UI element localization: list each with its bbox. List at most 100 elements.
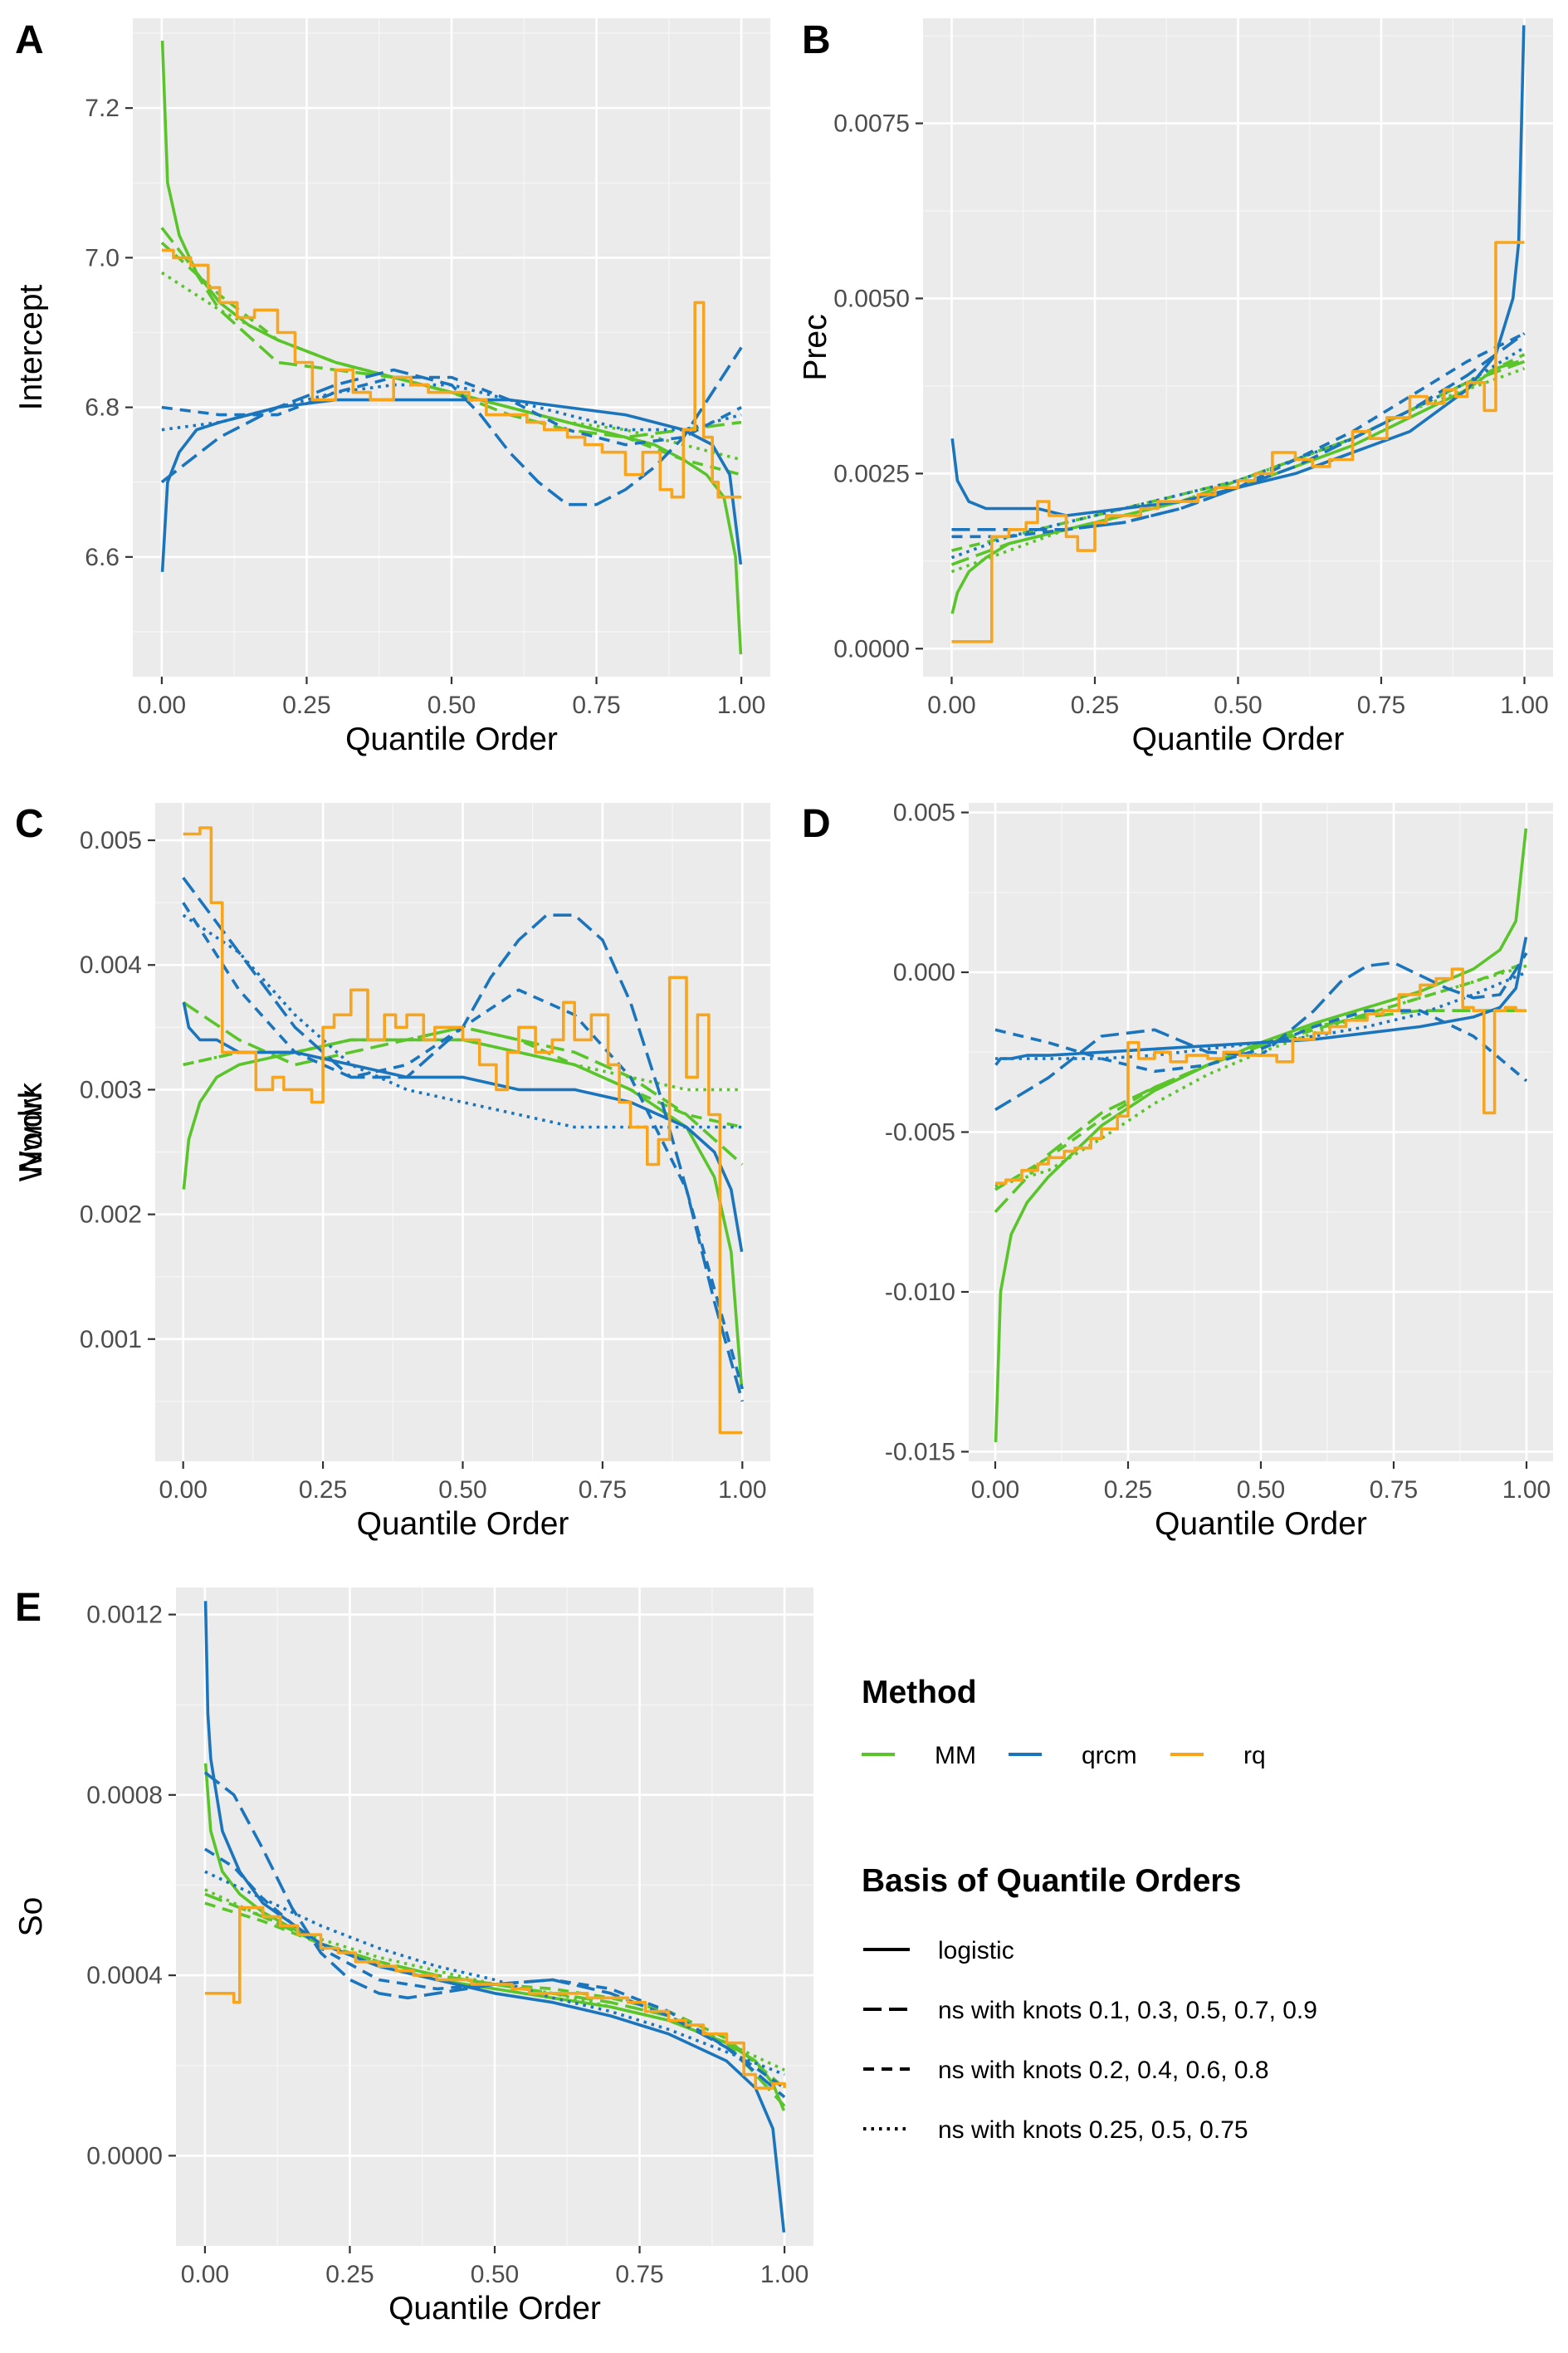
x-tick-label: 0.25 (325, 2261, 374, 2288)
x-tick-label: 0.25 (299, 1476, 347, 1504)
series-rq-step (951, 241, 1525, 643)
y-tick-label: 7.2 (85, 95, 120, 122)
series-group (994, 828, 1528, 1442)
x-tick-label: 0.00 (927, 692, 975, 719)
x-tick-label: 0.75 (615, 2261, 663, 2288)
series-qrcm-ns5 (160, 346, 743, 506)
legend-method-mm: MM (862, 1742, 976, 1769)
y-tick-label: 0.002 (80, 1201, 142, 1229)
y-tick-label: 0.003 (80, 1076, 142, 1103)
y-tick-label: 7.0 (85, 244, 120, 272)
series-qrcm-ns5 (994, 951, 1528, 1112)
legend-method-title: Method (862, 1675, 977, 1710)
legend-method-qrcm: qrcm (1009, 1742, 1137, 1769)
legend-basis-dashed: ns with knots 0.2, 0.4, 0.6, 0.8 (863, 2057, 1269, 2084)
y-tick-label: 0.0025 (833, 460, 910, 487)
x-tick-label: 0.75 (1357, 692, 1405, 719)
panel-tag: C (15, 802, 44, 846)
series-qrcm-ns5 (182, 877, 745, 1402)
panel-e: 0.00 0.25 0.50 0.75 1.00 0.0000 0.0004 0.0008 0.… (13, 1586, 813, 2326)
legend-basis-label: logistic (938, 1937, 1014, 1964)
y-axis-title: Intercept (13, 284, 49, 410)
x-tick-label: 0.50 (471, 2261, 519, 2288)
series-qrcm-logistic (182, 1001, 744, 1253)
series-rq-step (183, 826, 743, 1435)
x-tick-label: 1.00 (718, 1476, 766, 1504)
legend: Method MM qrcm rq Basis of Quantile Orders… (862, 1675, 1317, 2144)
x-tick-label: 0.00 (138, 692, 186, 719)
panel-d: 0.00 0.25 0.50 0.75 1.00 -0.015 -0.010 -0.005 0.… (13, 800, 1553, 1542)
x-tick-label: 0.50 (1214, 692, 1262, 719)
series-qrcm-ns3 (995, 971, 1527, 1060)
series-qrcm-ns4 (994, 1009, 1528, 1083)
x-tick-label: 0.00 (181, 2261, 229, 2288)
series-qrcm-ns5 (203, 1771, 786, 2099)
y-tick-label: 0.001 (80, 1326, 142, 1353)
panels: 0.00 0.25 0.50 0.75 1.00 6.6 6.8 7.0 7.2 Quantile… (13, 18, 1553, 2326)
series-qrcm-ns4 (161, 375, 742, 447)
legend-method-label: qrcm (1082, 1742, 1137, 1769)
y-axis-title: Nonw (13, 1090, 49, 1174)
x-axis-title: Quantile Order (1132, 722, 1345, 757)
y-tick-label: 0.005 (80, 827, 142, 854)
panel-b: 0.00 0.25 0.50 0.75 1.00 0.0000 0.0025 0.0050 0.… (798, 18, 1553, 757)
y-tick-label: 6.8 (85, 394, 120, 422)
y-tick-label: -0.005 (885, 1119, 955, 1147)
y-tick-label: -0.010 (885, 1279, 955, 1306)
x-axis-title: Quantile Order (388, 2291, 601, 2326)
x-tick-label: 1.00 (1502, 1476, 1551, 1504)
series-qrcm-ns3 (204, 1870, 785, 2077)
y-tick-label: 0.0000 (86, 2142, 163, 2170)
panel-a: 0.00 0.25 0.50 0.75 1.00 6.6 6.8 7.0 7.2 Quantile… (13, 18, 770, 757)
y-tick-label: 0.0004 (86, 1962, 163, 1989)
method-keys: MM qrcm rq (862, 1742, 1266, 1769)
series-qrcm-ns3 (161, 383, 742, 432)
y-axis-title: Wwdrk (13, 1082, 49, 1181)
y-tick-label: -0.015 (885, 1438, 955, 1465)
panel-tag: B (802, 18, 831, 62)
x-tick-label: 0.00 (159, 1476, 207, 1504)
y-tick-label: 6.6 (85, 544, 120, 571)
series-mm-ns5 (994, 1009, 1526, 1213)
x-tick-label: 1.00 (1500, 692, 1548, 719)
x-tick-label: 1.00 (760, 2261, 808, 2288)
legend-basis-dotted: ns with knots 0.25, 0.5, 0.75 (863, 2116, 1248, 2144)
x-axis-title: Quantile Order (1155, 1506, 1367, 1542)
series-rq-step (161, 248, 742, 499)
y-tick-label: 0.0012 (86, 1602, 163, 1629)
y-tick-label: 0.000 (893, 959, 955, 986)
x-tick-label: 0.50 (1237, 1476, 1285, 1504)
series-qrcm-ns5 (951, 332, 1526, 531)
x-tick-label: 1.00 (717, 692, 765, 719)
y-tick-label: 0.004 (80, 951, 142, 979)
y-tick-label: 0.005 (893, 800, 955, 827)
series-group (203, 1601, 786, 2233)
y-tick-label: 0.0050 (833, 285, 910, 312)
legend-method-label: MM (935, 1742, 976, 1769)
x-tick-label: 0.75 (572, 692, 620, 719)
x-tick-label: 0.25 (282, 692, 330, 719)
panel-tag: E (15, 1586, 42, 1630)
y-tick-label: 0.0075 (833, 110, 910, 138)
x-tick-label: 0.25 (1071, 692, 1119, 719)
y-axis-title: Prec (798, 314, 833, 380)
legend-basis-label: ns with knots 0.2, 0.4, 0.6, 0.8 (938, 2057, 1269, 2084)
legend-basis-title: Basis of Quantile Orders (862, 1863, 1241, 1899)
x-axis-title: Quantile Order (345, 722, 558, 757)
series-qrcm-logistic (160, 398, 743, 572)
series-group (950, 25, 1526, 643)
x-tick-label: 0.25 (1104, 1476, 1152, 1504)
series-mm-ns3 (183, 1038, 743, 1092)
panel-tag: A (15, 18, 44, 62)
series-rq-step (995, 967, 1526, 1185)
x-tick-label: 0.75 (1370, 1476, 1418, 1504)
x-tick-label: 0.00 (971, 1476, 1019, 1504)
series-rq-step (204, 1905, 786, 2090)
basis-keys: logistic ns with knots 0.1, 0.3, 0.5, 0.7… (863, 1937, 1317, 2144)
x-tick-label: 0.50 (438, 1476, 486, 1504)
legend-basis-label: ns with knots 0.1, 0.3, 0.5, 0.7, 0.9 (938, 1997, 1317, 2024)
panel-c: 0.00 0.25 0.50 0.75 1.00 0.001 0.002 0.003 0.004… (13, 802, 770, 1542)
x-tick-label: 0.75 (579, 1476, 627, 1504)
legend-basis-longdash: ns with knots 0.1, 0.3, 0.5, 0.7, 0.9 (863, 1997, 1317, 2024)
